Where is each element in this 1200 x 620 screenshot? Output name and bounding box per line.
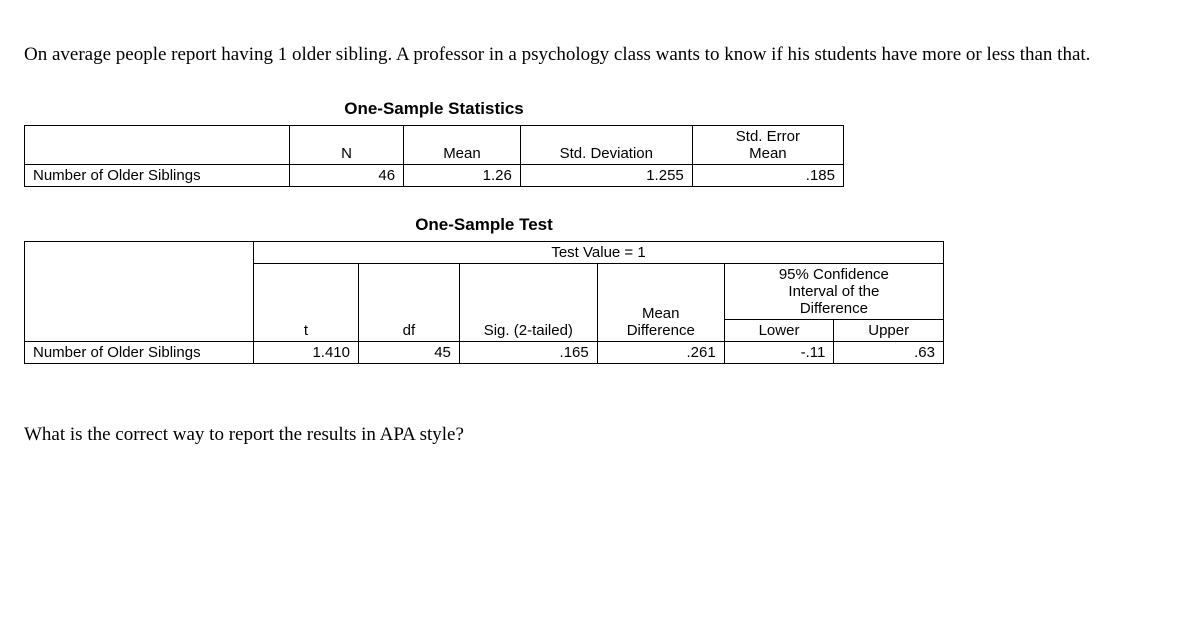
test-meandiff: .261 xyxy=(597,342,724,364)
table-row: Number of Older Siblings 1.410 45 .165 .… xyxy=(25,342,944,364)
stats-header-sem: Std. ErrorMean xyxy=(692,126,843,165)
test-title: One-Sample Test xyxy=(384,215,584,235)
test-t: 1.410 xyxy=(254,342,359,364)
table-row: Number of Older Siblings 46 1.26 1.255 .… xyxy=(25,165,844,187)
test-upper: .63 xyxy=(834,342,944,364)
question-text: What is the correct way to report the re… xyxy=(24,424,1176,446)
test-header-t: t xyxy=(254,264,359,342)
test-value-header: Test Value = 1 xyxy=(254,242,944,264)
stats-row-label: Number of Older Siblings xyxy=(25,165,290,187)
test-header-df: df xyxy=(358,264,459,342)
one-sample-statistics-block: One-Sample Statistics N Mean Std. Deviat… xyxy=(24,99,1176,187)
test-header-blank xyxy=(25,242,254,342)
test-header-meandiff: MeanDifference xyxy=(597,264,724,342)
stats-n: 46 xyxy=(290,165,404,187)
stats-title: One-Sample Statistics xyxy=(304,99,564,119)
intro-text: On average people report having 1 older … xyxy=(24,39,1176,71)
stats-mean: 1.26 xyxy=(404,165,521,187)
test-sig: .165 xyxy=(459,342,597,364)
one-sample-test-block: One-Sample Test Test Value = 1 t df Sig.… xyxy=(24,215,1176,364)
stats-header-n: N xyxy=(290,126,404,165)
test-table: Test Value = 1 t df Sig. (2-tailed) Mean… xyxy=(24,241,944,364)
test-lower: -.11 xyxy=(724,342,834,364)
test-header-upper: Upper xyxy=(834,320,944,342)
stats-header-mean: Mean xyxy=(404,126,521,165)
stats-header-blank xyxy=(25,126,290,165)
test-row-label: Number of Older Siblings xyxy=(25,342,254,364)
test-header-lower: Lower xyxy=(724,320,834,342)
stats-header-sd: Std. Deviation xyxy=(520,126,692,165)
stats-table: N Mean Std. Deviation Std. ErrorMean Num… xyxy=(24,125,844,187)
stats-sd: 1.255 xyxy=(520,165,692,187)
test-df: 45 xyxy=(358,342,459,364)
test-header-sig: Sig. (2-tailed) xyxy=(459,264,597,342)
stats-sem: .185 xyxy=(692,165,843,187)
test-header-ci: 95% ConfidenceInterval of theDifference xyxy=(724,264,943,320)
